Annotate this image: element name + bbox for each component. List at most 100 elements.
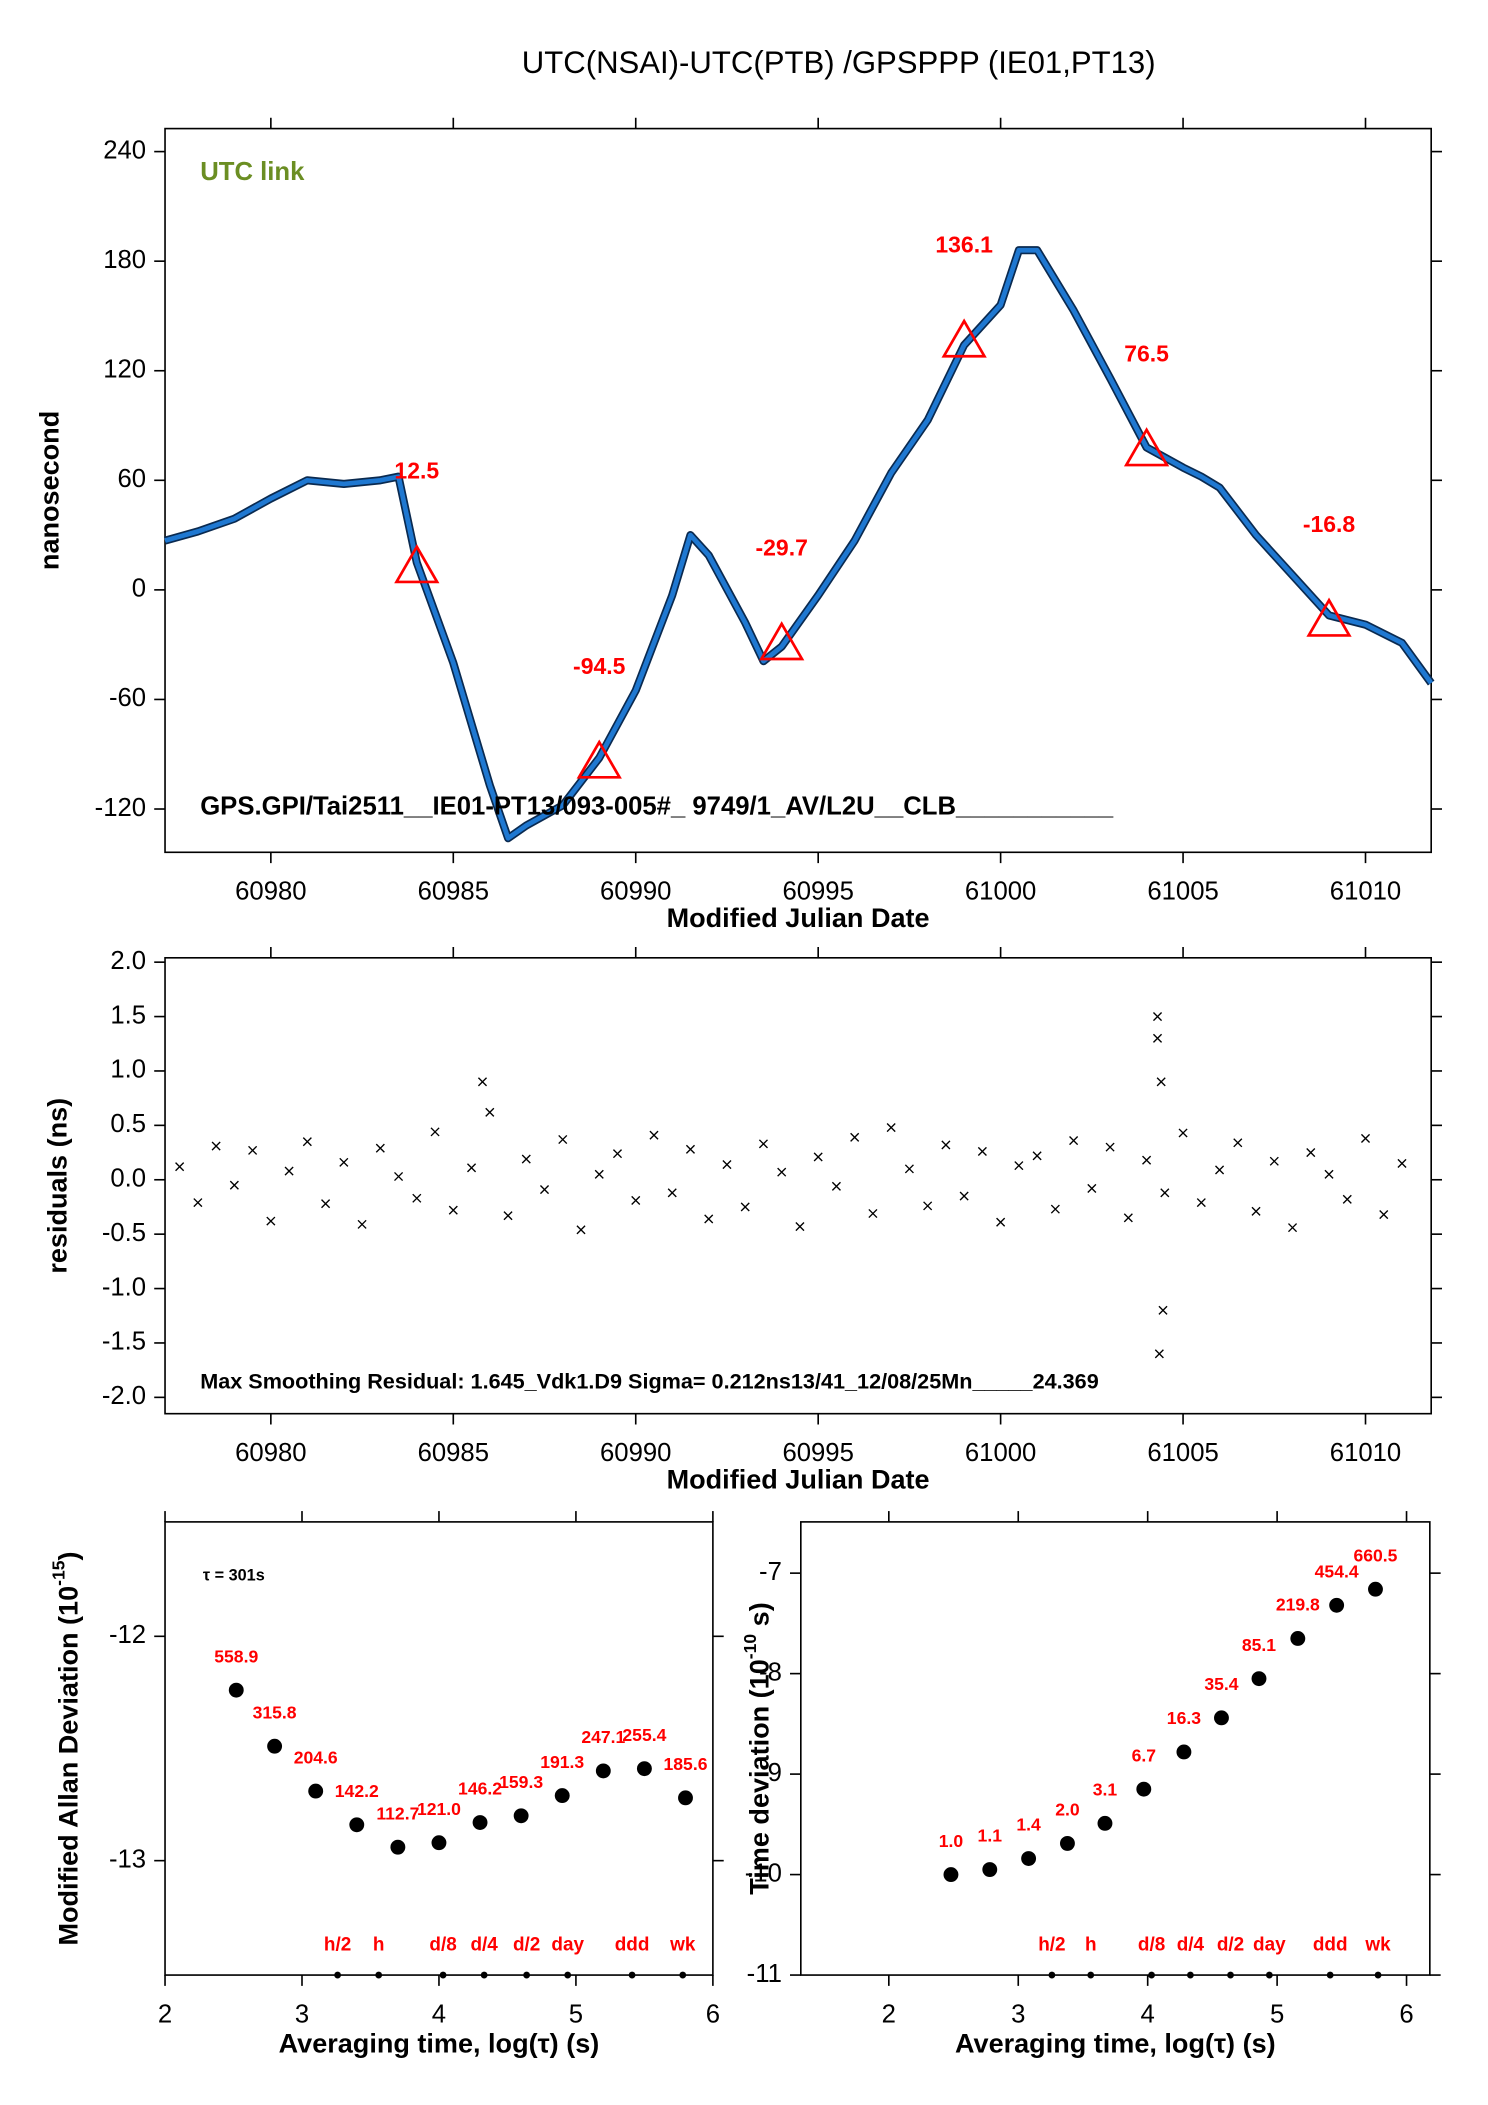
point	[1158, 1305, 1168, 1315]
y-tick-label: -8	[759, 1658, 782, 1686]
point	[886, 1122, 896, 1133]
point	[1097, 1815, 1113, 1831]
point	[412, 1193, 422, 1203]
x-tick-label: 6	[706, 2000, 720, 2028]
x-tick-label: 60995	[782, 878, 853, 906]
point	[248, 1145, 258, 1155]
point	[485, 1107, 495, 1117]
point	[1329, 1597, 1345, 1613]
y-axis-label-exponent: -15	[48, 1560, 68, 1586]
point	[943, 1867, 959, 1883]
triangle-marker	[941, 318, 987, 358]
point-label: 660.5	[1353, 1545, 1397, 1565]
scale-mark	[1265, 1971, 1273, 1979]
y-tick-label: 240	[103, 136, 146, 164]
y-tick-label: -0.5	[102, 1219, 146, 1247]
y-axis-label-text: Time deviation (10	[745, 1659, 775, 1895]
point	[1397, 1158, 1407, 1168]
point	[704, 1214, 714, 1224]
x-tick-label: 61005	[1147, 1439, 1218, 1467]
point	[1069, 1136, 1079, 1146]
point-label: 121.0	[417, 1799, 461, 1819]
y-tick-label: -10	[745, 1859, 782, 1887]
point-label: 255.4	[622, 1725, 666, 1745]
point	[813, 1152, 823, 1162]
x-axis-label: Averaging time, log(τ) (s)	[279, 2029, 600, 2059]
point	[923, 1201, 933, 1211]
point	[321, 1199, 331, 1209]
point	[996, 1217, 1006, 1227]
point	[390, 1839, 406, 1855]
triangle-marker	[1123, 427, 1170, 467]
y-tick-label: 60	[118, 465, 147, 493]
x-tick-label: 60980	[235, 878, 306, 906]
point-label: 2.0	[1055, 1800, 1080, 1820]
x-tick-label: 60980	[235, 1439, 306, 1467]
point	[558, 1134, 568, 1145]
point-label: 6.7	[1132, 1745, 1156, 1765]
point-label: 315.8	[253, 1702, 297, 1722]
y-tick-label: -11	[747, 1960, 782, 1988]
triangle-marker	[394, 544, 440, 584]
scale-mark	[564, 1971, 572, 1979]
point	[1368, 1581, 1383, 1597]
point-label: 558.9	[214, 1646, 258, 1666]
marker-label: -94.5	[573, 653, 626, 679]
y-tick-label: 0.5	[110, 1110, 146, 1138]
plot-frame	[164, 127, 1432, 854]
scale-mark-label: wk	[1364, 1934, 1391, 1955]
point	[1152, 1012, 1163, 1022]
y-tick-label: 1.0	[110, 1056, 146, 1084]
x-tick-label: 60985	[418, 1439, 489, 1467]
scale-mark-label: h	[373, 1934, 385, 1955]
plot-frame	[164, 956, 1432, 1415]
scale-mark	[679, 1971, 687, 1979]
point	[941, 1140, 951, 1150]
point	[211, 1141, 221, 1151]
point	[1059, 1835, 1075, 1851]
y-axis-label-text: Modified Allan Deviation (10	[53, 1586, 83, 1946]
point-label: 159.3	[499, 1772, 543, 1792]
y-tick-label: 0.0	[110, 1165, 146, 1193]
point	[1152, 1033, 1163, 1043]
point	[678, 1790, 693, 1806]
point	[612, 1149, 623, 1159]
triangle-marker	[576, 739, 622, 779]
scale-mark	[1148, 1971, 1155, 1979]
x-tick-label: 2	[158, 2000, 172, 2028]
scale-mark	[480, 1971, 488, 1979]
scale-mark-label: day	[1253, 1934, 1286, 1955]
point	[1342, 1194, 1352, 1204]
y-axis-label: residuals (ns)	[43, 1098, 73, 1274]
point	[1160, 1188, 1170, 1198]
y-tick-label: -12	[109, 1621, 146, 1649]
x-tick-label: 60990	[600, 1439, 671, 1467]
point	[308, 1783, 324, 1799]
point	[394, 1171, 404, 1182]
point-label: 146.2	[458, 1779, 502, 1799]
x-tick-label: 5	[1270, 2000, 1284, 2028]
scale-mark-label: d/4	[470, 1934, 498, 1955]
point	[349, 1817, 365, 1833]
point	[1324, 1169, 1334, 1179]
point	[1196, 1198, 1206, 1208]
point	[466, 1163, 477, 1173]
x-tick-label: 60995	[782, 1439, 853, 1467]
y-tick-label: 0	[132, 575, 146, 603]
marker-label: -29.7	[755, 535, 807, 561]
point	[740, 1202, 750, 1212]
point	[1050, 1204, 1060, 1214]
point	[431, 1835, 447, 1851]
x-tick-label: 4	[432, 2000, 446, 2028]
point	[649, 1130, 659, 1140]
scale-mark	[523, 1971, 530, 1979]
point	[1105, 1142, 1115, 1152]
point	[513, 1808, 529, 1824]
scale-mark-label: d/8	[429, 1934, 456, 1955]
point	[448, 1205, 458, 1215]
x-tick-label: 3	[1011, 2000, 1025, 2028]
point	[229, 1180, 239, 1190]
x-tick-label: 61000	[965, 1439, 1036, 1467]
